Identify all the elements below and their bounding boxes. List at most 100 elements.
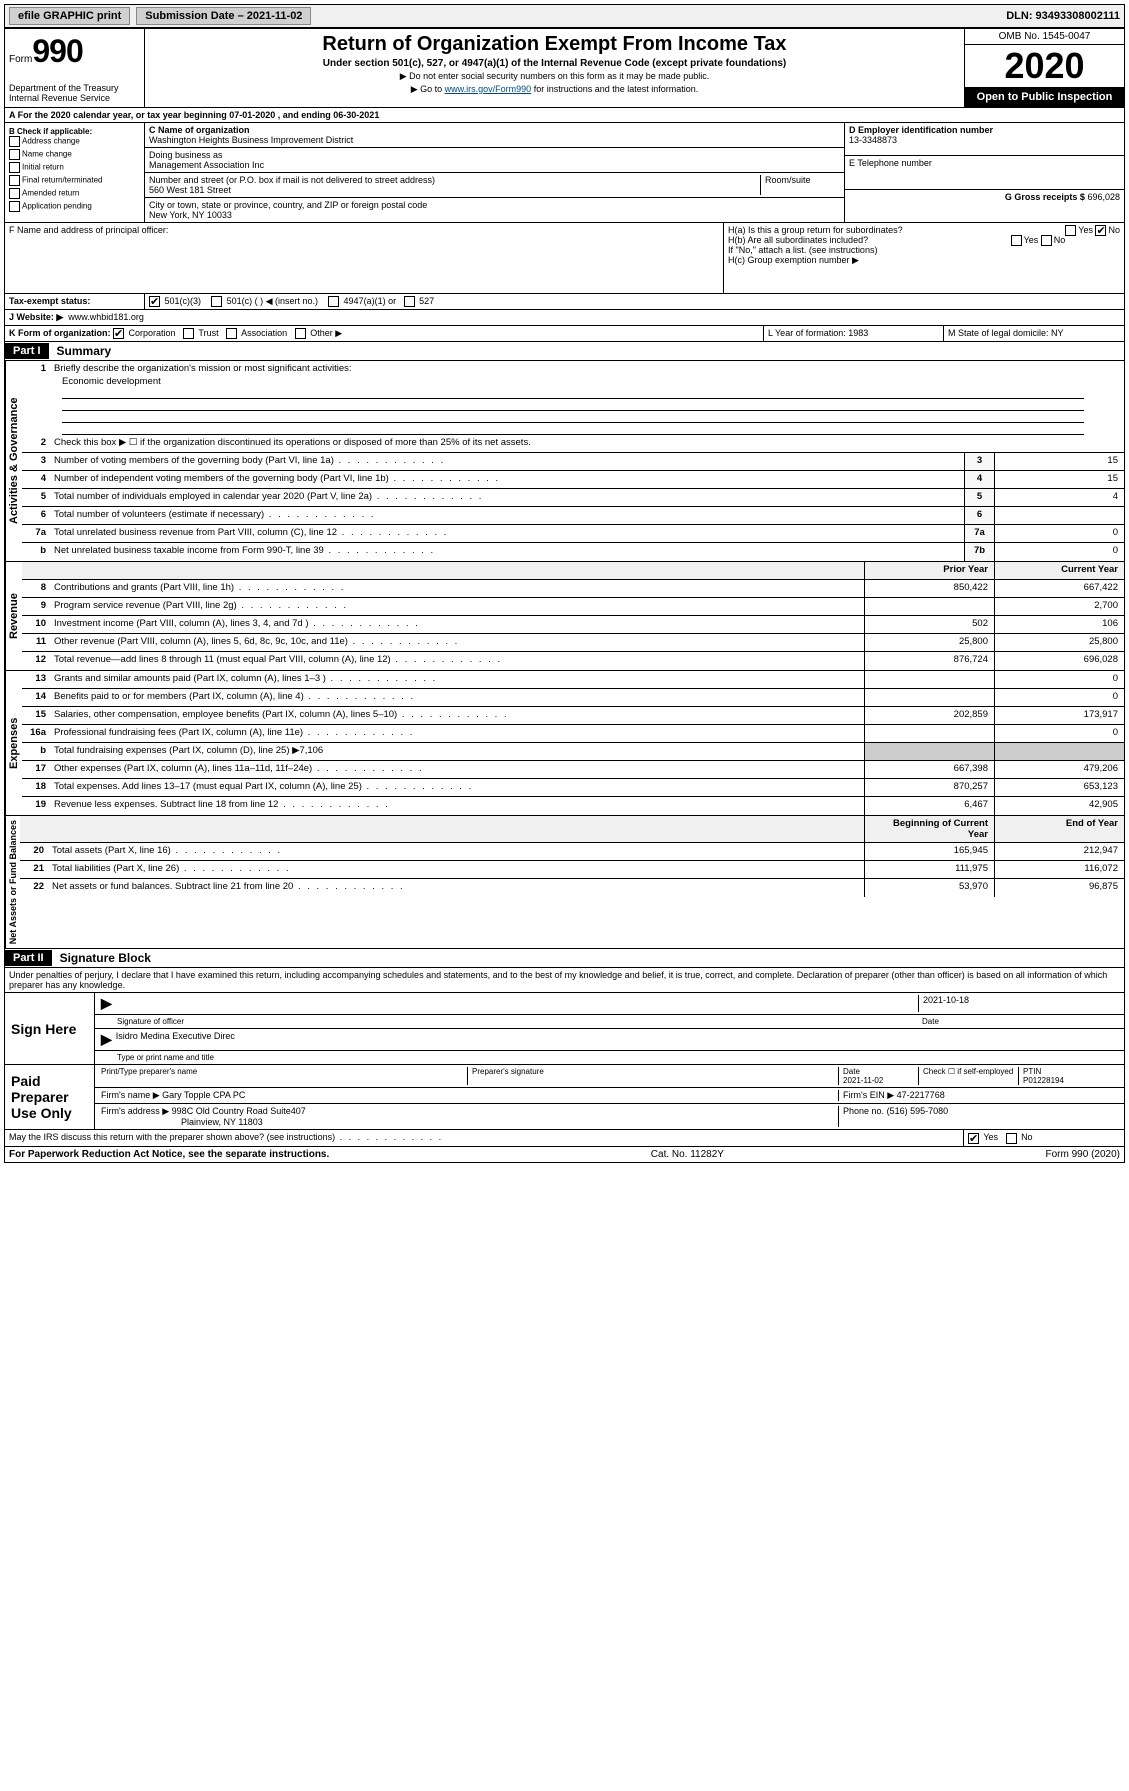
website-url: www.whbid181.org [68,312,144,322]
cb-name-change[interactable]: Name change [9,149,140,160]
part1-header-row: Part I Summary [4,342,1125,361]
ptin: P01228194 [1023,1076,1064,1085]
tax-year: 2020 [965,45,1124,87]
vert-revenue: Revenue [5,562,22,670]
line-19: 19Revenue less expenses. Subtract line 1… [22,797,1124,815]
identity-section: B Check if applicable: Address change Na… [4,123,1125,223]
part2-header-row: Part II Signature Block [4,949,1125,968]
line-4: 4Number of independent voting members of… [22,471,1124,489]
block-b: B Check if applicable: Address change Na… [5,123,145,222]
part2-badge: Part II [5,950,52,966]
org-name-cell: C Name of organization Washington Height… [145,123,844,148]
block-g: G Gross receipts $ 696,028 [845,190,1124,222]
sign-here-label: Sign Here [5,993,95,1064]
part2-title: Signature Block [52,949,159,967]
cb-discuss-yes[interactable] [968,1133,979,1144]
line-11: 11Other revenue (Part VIII, column (A), … [22,634,1124,652]
form-ref: Form 990 (2020) [1046,1149,1120,1160]
header-mid: Return of Organization Exempt From Incom… [145,29,964,107]
line-17: 17Other expenses (Part IX, column (A), l… [22,761,1124,779]
gross-receipts: 696,028 [1087,192,1120,202]
line-20: 20Total assets (Part X, line 16)165,9452… [20,843,1124,861]
cb-initial-return[interactable]: Initial return [9,162,140,173]
block-e: E Telephone number [845,156,1124,189]
ein-value: 13-3348873 [849,135,1120,145]
cb-assoc[interactable] [226,328,237,339]
part1-title: Summary [49,342,120,360]
addr-cell: Number and street (or P.O. box if mail i… [145,173,844,198]
cb-corp[interactable] [113,328,124,339]
dba-name: Management Association Inc [149,160,840,170]
prep-date: 2021-11-02 [843,1076,883,1085]
cb-amended[interactable]: Amended return [9,188,140,199]
tax-exempt-row: Tax-exempt status: 501(c)(3) 501(c) ( ) … [4,294,1125,310]
perjury-declaration: Under penalties of perjury, I declare th… [5,968,1124,992]
note-ssn: ▶ Do not enter social security numbers o… [151,71,958,82]
line-12: 12Total revenue—add lines 8 through 11 (… [22,652,1124,670]
efile-print-button[interactable]: efile GRAPHIC print [9,7,130,25]
cb-trust[interactable] [183,328,194,339]
cb-527[interactable] [404,296,415,307]
expenses-section: Expenses 13Grants and similar amounts pa… [4,671,1125,816]
klm-row: K Form of organization: Corporation Trus… [4,326,1125,342]
dln-label: DLN: 93493308002111 [1006,10,1120,22]
line-16a: 16aProfessional fundraising fees (Part I… [22,725,1124,743]
omb-number: OMB No. 1545-0047 [965,29,1124,45]
form-title: Return of Organization Exempt From Incom… [151,33,958,56]
irs-link[interactable]: www.irs.gov/Form990 [445,84,532,94]
part1-badge: Part I [5,343,49,359]
line-7a: 7aTotal unrelated business revenue from … [22,525,1124,543]
submission-date-button[interactable]: Submission Date – 2021-11-02 [136,7,311,25]
firm-ein: 47-2217768 [897,1090,945,1100]
tax-period: A For the 2020 calendar year, or tax yea… [5,108,1124,122]
line-6: 6Total number of volunteers (estimate if… [22,507,1124,525]
line-b: bNet unrelated business taxable income f… [22,543,1124,561]
activities-governance-section: Activities & Governance 1Briefly describ… [4,361,1125,562]
line-8: 8Contributions and grants (Part VIII, li… [22,580,1124,598]
h-b-note: If "No," attach a list. (see instruction… [728,245,1120,255]
line-22: 22Net assets or fund balances. Subtract … [20,879,1124,897]
cb-address-change[interactable]: Address change [9,136,140,147]
dba-cell: Doing business as Management Association… [145,148,844,173]
vert-expenses: Expenses [5,671,22,815]
officer-name: Isidro Medina Executive Direc [112,1031,1118,1048]
footer: For Paperwork Reduction Act Notice, see … [4,1147,1125,1163]
paid-preparer-section: Paid Preparer Use Only Print/Type prepar… [4,1065,1125,1130]
line-9: 9Program service revenue (Part VIII, lin… [22,598,1124,616]
block-f: F Name and address of principal officer: [5,223,724,293]
line-3: 3Number of voting members of the governi… [22,453,1124,471]
block-m: M State of legal domicile: NY [944,326,1124,341]
org-name: Washington Heights Business Improvement … [149,135,840,145]
block-l: L Year of formation: 1983 [764,326,944,341]
cb-final-return[interactable]: Final return/terminated [9,175,140,186]
blocks-deg: D Employer identification number 13-3348… [844,123,1124,222]
room-suite: Room/suite [760,175,840,195]
website-row: J Website: ▶ www.whbid181.org [4,310,1125,326]
city-state-zip: New York, NY 10033 [149,210,840,220]
declaration-row: Under penalties of perjury, I declare th… [4,968,1125,993]
block-h: H(a) Is this a group return for subordin… [724,223,1124,293]
line-5: 5Total number of individuals employed in… [22,489,1124,507]
firm-addr1: 998C Old Country Road Suite407 [172,1106,306,1116]
cb-501c3[interactable] [149,296,160,307]
period-row: A For the 2020 calendar year, or tax yea… [4,108,1125,123]
form-header: Form990 Department of the Treasury Inter… [4,28,1125,108]
cb-4947[interactable] [328,296,339,307]
cb-discuss-no[interactable] [1006,1133,1017,1144]
firm-name: Gary Topple CPA PC [162,1090,245,1100]
cb-other[interactable] [295,328,306,339]
cat-no: Cat. No. 11282Y [651,1149,724,1160]
form-prefix: Form [9,54,32,65]
open-inspection: Open to Public Inspection [965,87,1124,107]
block-c: C Name of organization Washington Height… [145,123,844,222]
cb-501c[interactable] [211,296,222,307]
line-b: bTotal fundraising expenses (Part IX, co… [22,743,1124,761]
header-left: Form990 Department of the Treasury Inter… [5,29,145,107]
form-number: 990 [32,33,82,69]
header-right: OMB No. 1545-0047 2020 Open to Public In… [964,29,1124,107]
discuss-row: May the IRS discuss this return with the… [4,1130,1125,1146]
form-subtitle: Under section 501(c), 527, or 4947(a)(1)… [151,58,958,69]
fh-row: F Name and address of principal officer:… [4,223,1125,294]
cb-app-pending[interactable]: Application pending [9,201,140,212]
line-15: 15Salaries, other compensation, employee… [22,707,1124,725]
